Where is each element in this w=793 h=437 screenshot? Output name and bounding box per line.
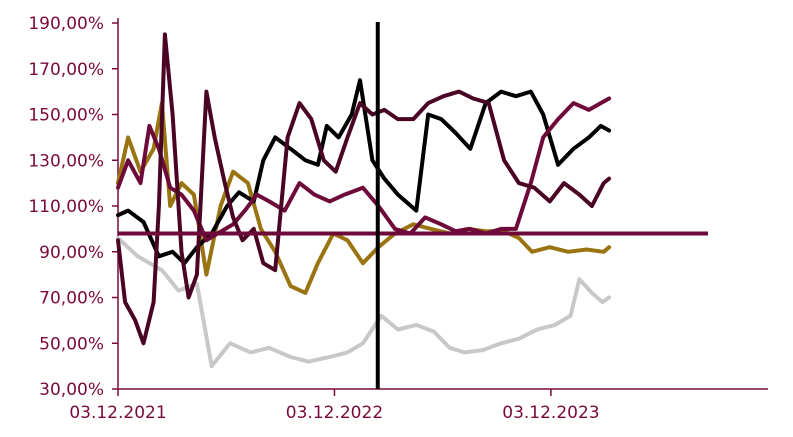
y-tick-label: 190,00% (28, 14, 104, 34)
x-tick-label: 03.12.2021 (69, 403, 166, 423)
x-tick-labels: 03.12.2021 03.12.2022 03.12.2023 (69, 389, 600, 423)
y-tick-label: 50,00% (39, 334, 104, 354)
x-tick-label: 03.12.2023 (502, 403, 599, 423)
y-tick-label: 170,00% (28, 60, 104, 80)
reference-lines (118, 22, 708, 389)
y-tick-label: 110,00% (28, 197, 104, 217)
series-line-4 (116, 96, 612, 243)
y-tick-label: 30,00% (39, 380, 104, 400)
y-axis: 30,00% 50,00% 70,00% 90,00% 110,00% 130,00% 15… (28, 14, 119, 400)
x-axis: 03.12.2021 03.12.2022 03.12.2023 (69, 388, 768, 423)
series-line-2 (116, 101, 612, 295)
y-tick-labels: 30,00% 50,00% 70,00% 90,00% 110,00% 130,00% 15… (28, 14, 118, 400)
y-tick-label: 130,00% (28, 151, 104, 171)
y-tick-label: 70,00% (39, 289, 104, 309)
y-tick-label: 90,00% (39, 243, 104, 263)
x-tick-label: 03.12.2022 (286, 403, 383, 423)
y-tick-label: 150,00% (28, 106, 104, 126)
series-lines (116, 32, 612, 369)
series-line-5 (116, 32, 612, 346)
series-line-1 (116, 236, 612, 369)
